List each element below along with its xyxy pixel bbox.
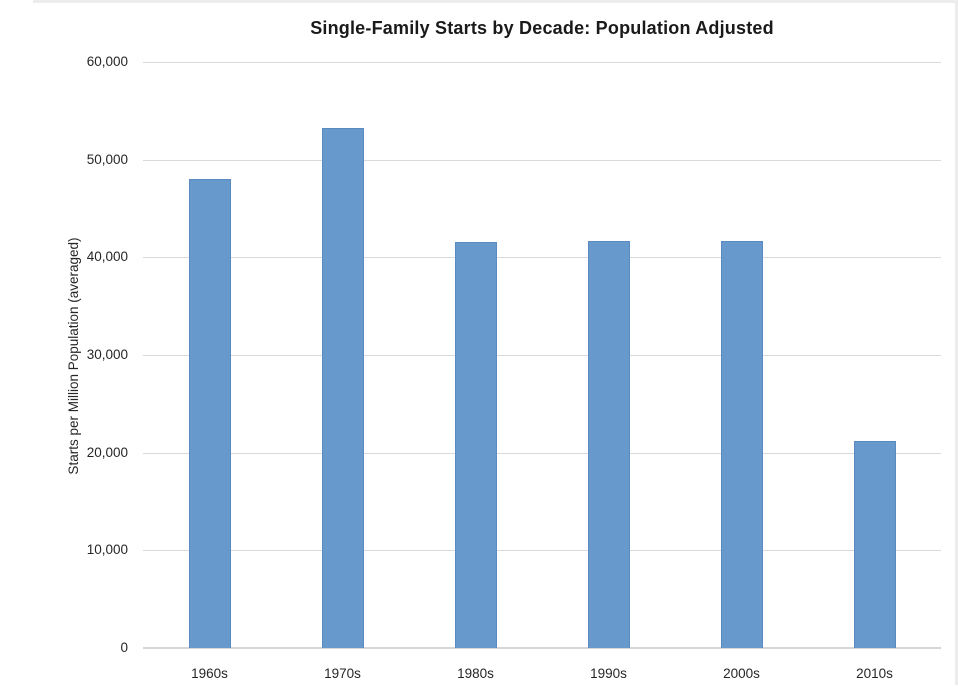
chart-title: Single-Family Starts by Decade: Populati… (310, 18, 774, 38)
y-tick-label: 20,000 (86, 444, 128, 460)
x-axis-line (143, 647, 941, 649)
gridline (143, 62, 941, 63)
x-tick-label-1960s: 1960s (191, 666, 228, 681)
x-tick-label-1990s: 1990s (590, 666, 627, 681)
y-tick-label: 30,000 (86, 347, 128, 362)
plot-area (143, 62, 941, 649)
chart-frame-right-edge (955, 0, 958, 685)
gridline (143, 355, 941, 356)
y-tick-label: 0 (120, 640, 128, 655)
gridline (143, 159, 941, 161)
bar-2010s (853, 440, 896, 648)
x-tick-label-2010s: 2010s (856, 666, 893, 681)
y-tick-label: 60,000 (86, 54, 128, 69)
bar-2000s (720, 240, 763, 648)
chart-frame-top-edge (33, 0, 958, 3)
y-tick-label: 10,000 (86, 542, 128, 558)
gridline (143, 550, 941, 552)
y-tick-label: 40,000 (86, 249, 128, 265)
bar-1960s (188, 179, 231, 648)
x-tick-label-2000s: 2000s (723, 666, 760, 681)
bar-1990s (587, 240, 630, 648)
y-tick-label: 50,000 (86, 151, 128, 167)
bar-1980s (454, 241, 497, 648)
x-tick-label-1980s: 1980s (457, 666, 494, 681)
gridline (143, 257, 941, 259)
x-tick-label-1970s: 1970s (324, 666, 361, 681)
gridline (143, 452, 941, 454)
bar-1970s (321, 128, 364, 648)
